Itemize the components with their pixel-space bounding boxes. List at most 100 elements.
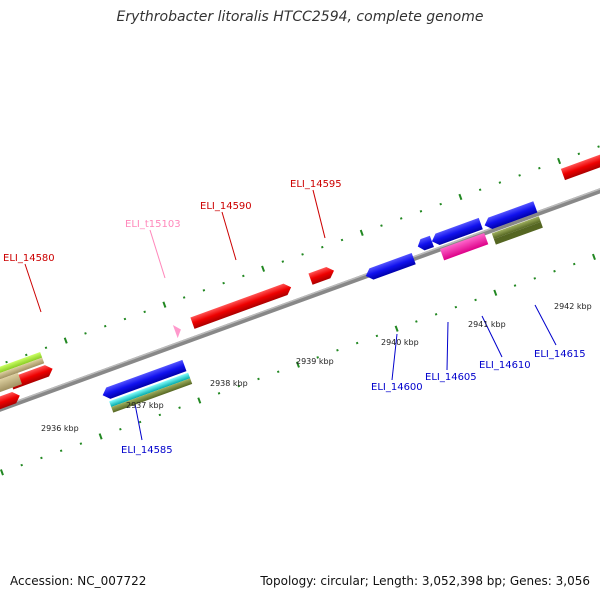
- tick-label-2940: 2940 kbp: [381, 338, 419, 347]
- tick-mark: [498, 181, 502, 184]
- label-eli-14590: ELI_14590: [200, 201, 252, 212]
- tick-mark: [138, 420, 142, 424]
- tick-label-2941: 2941 kbp: [468, 320, 506, 329]
- tick-mark: [538, 166, 541, 170]
- tick-mark: [119, 427, 122, 431]
- tick-mark: [178, 406, 181, 409]
- tick-mark: [439, 202, 442, 206]
- label-eli-t15103: ELI_t15103: [125, 219, 181, 230]
- gene-right-edge[interactable]: [560, 151, 600, 181]
- tick-mark: [597, 145, 600, 148]
- reverse-gene-labels: ELI_14585 ELI_14600 ELI_14605 ELI_14610 …: [121, 349, 586, 456]
- tick-mark: [0, 469, 4, 476]
- gene-left-tan[interactable]: [0, 372, 23, 398]
- tick-mark: [478, 188, 482, 192]
- tick-label-2938: 2938 kbp: [210, 379, 248, 388]
- gene-14585-cyan[interactable]: [109, 372, 193, 413]
- tick-mark: [513, 284, 517, 287]
- tick-mark: [217, 392, 221, 395]
- gene-left-red-lower[interactable]: [0, 390, 22, 417]
- label-eli-14610: ELI_14610: [479, 360, 531, 371]
- forward-gene-labels: ELI_14580 ELI_t15103 ELI_14590 ELI_14595: [3, 179, 342, 264]
- genome-title: Erythrobacter litoralis HTCC2594, comple…: [116, 9, 484, 25]
- tick-mark: [98, 433, 103, 440]
- tick-mark: [281, 260, 285, 263]
- topology-text: Topology: circular; Length: 3,052,398 bp…: [260, 574, 590, 588]
- tick-mark: [40, 456, 43, 460]
- tick-mark: [63, 337, 68, 344]
- tick-mark: [340, 238, 344, 242]
- tick-mark: [261, 265, 266, 272]
- accession-text: Accession: NC_007722: [10, 574, 147, 588]
- tick-mark: [375, 334, 379, 338]
- tick-mark: [533, 277, 537, 280]
- label-eli-14580: ELI_14580: [3, 253, 55, 264]
- genome-backbone: [0, 174, 600, 426]
- tick-mark: [162, 301, 167, 308]
- gene-14600[interactable]: [364, 252, 416, 282]
- label-eli-14615: ELI_14615: [534, 349, 586, 360]
- gene-14605[interactable]: [430, 217, 483, 247]
- tick-mark: [557, 157, 562, 165]
- tick-mark: [518, 174, 521, 177]
- reverse-tick-row: [0, 253, 596, 476]
- tick-mark: [572, 262, 576, 266]
- tick-mark: [44, 346, 48, 350]
- tick-mark: [454, 305, 458, 309]
- tick-mark: [577, 152, 581, 156]
- gene-14605-small[interactable]: [416, 235, 434, 252]
- forward-tick-row: [5, 145, 600, 364]
- tick-mark: [296, 361, 300, 368]
- tick-mark: [237, 384, 241, 388]
- tick-mark: [123, 317, 127, 321]
- label-eli-14605: ELI_14605: [425, 372, 477, 383]
- tick-label-2936: 2936 kbp: [41, 424, 79, 433]
- gene-14615-blue[interactable]: [483, 201, 538, 231]
- tick-mark: [158, 413, 162, 417]
- tick-mark: [316, 356, 319, 359]
- tick-mark: [257, 377, 260, 381]
- tick-mark: [336, 348, 339, 352]
- tick-label-2937: 2937 kbp: [126, 401, 164, 410]
- tick-mark: [434, 313, 438, 316]
- tick-mark: [458, 193, 463, 201]
- tick-mark: [592, 253, 596, 261]
- tick-mark: [419, 210, 423, 213]
- tick-mark: [276, 370, 280, 374]
- tick-mark: [182, 296, 186, 299]
- tick-mark: [321, 245, 324, 249]
- label-eli-14585: ELI_14585: [121, 445, 173, 456]
- tick-mark: [359, 229, 364, 236]
- tick-label-2939: 2939 kbp: [296, 357, 334, 366]
- tick-mark: [355, 341, 359, 345]
- tick-mark: [553, 269, 556, 273]
- tick-mark: [197, 397, 202, 404]
- gene-14615[interactable]: [491, 216, 543, 245]
- gene-14590[interactable]: [190, 282, 293, 329]
- kbp-tick-labels: 2936 kbp 2937 kbp 2938 kbp 2939 kbp 2940…: [41, 302, 592, 433]
- tick-mark: [79, 442, 83, 445]
- tick-mark: [301, 253, 304, 256]
- tick-mark: [222, 281, 225, 285]
- callout-lines: [24, 189, 557, 441]
- tick-mark: [493, 289, 498, 296]
- tick-mark: [20, 463, 23, 467]
- gene-14595[interactable]: [308, 265, 336, 285]
- tick-label-2942: 2942 kbp: [554, 302, 592, 311]
- gene-14585[interactable]: [101, 359, 187, 401]
- tick-mark: [103, 324, 107, 328]
- tick-mark: [380, 224, 383, 227]
- tick-mark: [242, 274, 245, 278]
- tick-mark: [474, 298, 477, 302]
- gene-14610[interactable]: [440, 232, 489, 261]
- tick-mark: [59, 449, 63, 453]
- tick-mark: [5, 360, 8, 364]
- label-eli-14600: ELI_14600: [371, 382, 423, 393]
- label-eli-14595: ELI_14595: [290, 179, 342, 190]
- gene-left-lime[interactable]: [0, 352, 45, 381]
- tick-mark: [84, 332, 87, 335]
- tick-mark: [202, 289, 206, 292]
- gene-trna-15103[interactable]: [172, 323, 183, 339]
- tick-mark: [399, 217, 403, 220]
